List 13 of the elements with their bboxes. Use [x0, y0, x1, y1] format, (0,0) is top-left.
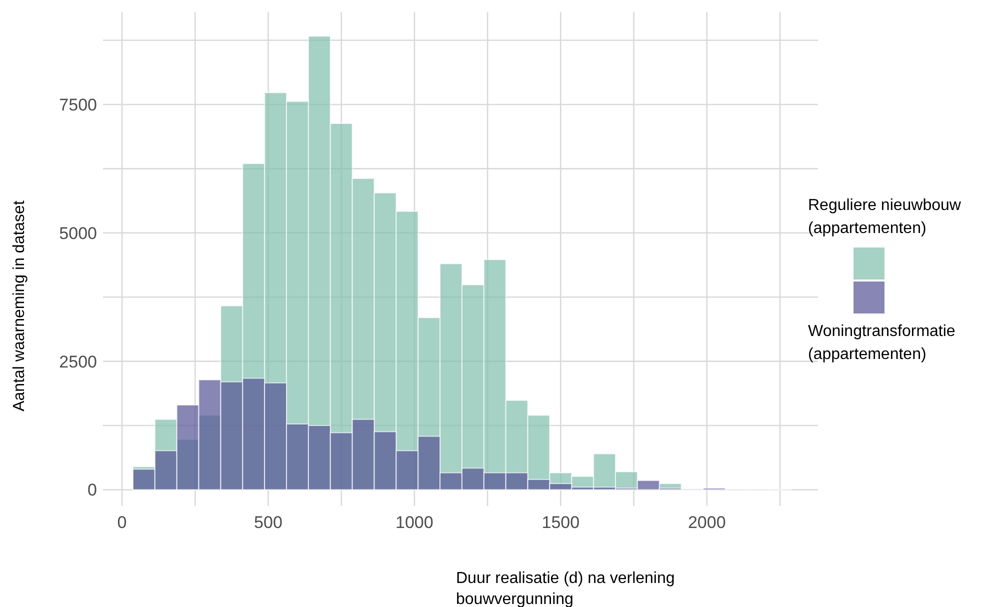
x-tick-label: 500 — [254, 513, 282, 532]
x-tick-label: 2000 — [688, 513, 726, 532]
x-tick-label: 1500 — [542, 513, 580, 532]
text: Reguliere nieuwbouw (appartementen) — [808, 197, 962, 237]
legend-label: Woningtransformatie (appartementen) — [808, 323, 956, 363]
y-tick-label: 5000 — [59, 224, 97, 243]
y-tick-label: 7500 — [59, 95, 97, 114]
x-tick-label: 0 — [117, 513, 127, 532]
y-axis-title: Aantal waarneming in dataset — [11, 200, 28, 412]
x-tick-label: 1000 — [396, 513, 434, 532]
y-tick-label: 0 — [88, 480, 97, 500]
y-tick-label: 2500 — [59, 352, 97, 372]
x-axis-title: Duur realisatie (d) na verlening bouwvergunning — [456, 570, 675, 607]
